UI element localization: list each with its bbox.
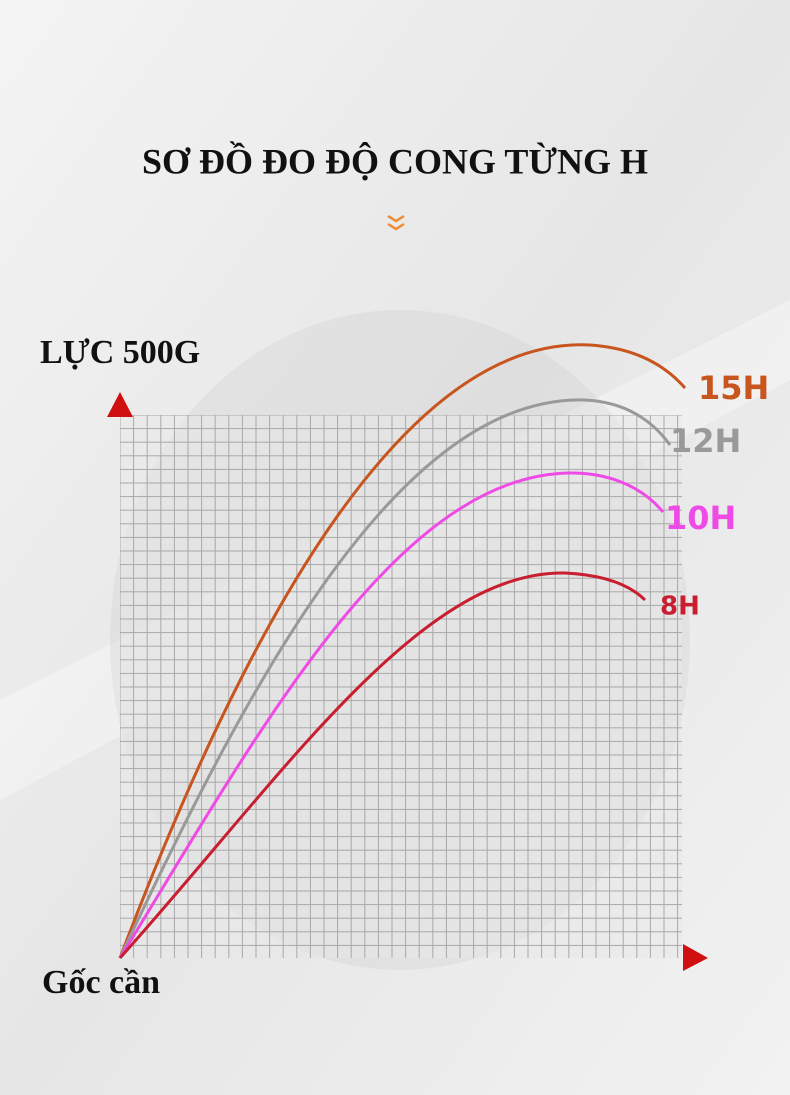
title: SƠ ĐỒ ĐO ĐỘ CONG TỪNG H: [142, 140, 648, 181]
grid: [120, 415, 682, 958]
curve-10h: [118, 471, 665, 959]
y-label: LỰC 500G: [40, 334, 200, 371]
curve-12h: [118, 398, 672, 959]
x-arrow: [683, 944, 708, 971]
y-arrow: [107, 392, 133, 417]
curve-label: 10H: [665, 499, 736, 537]
chevron: [387, 214, 405, 231]
curve-label: 8H: [660, 592, 700, 622]
curves: [118, 343, 687, 960]
curve-15h: [118, 343, 687, 959]
curve-label: 15H: [698, 369, 769, 407]
curve-label: 12H: [670, 422, 741, 460]
origin-label: Gốc cần: [42, 964, 160, 1001]
curve-8h: [118, 571, 647, 960]
